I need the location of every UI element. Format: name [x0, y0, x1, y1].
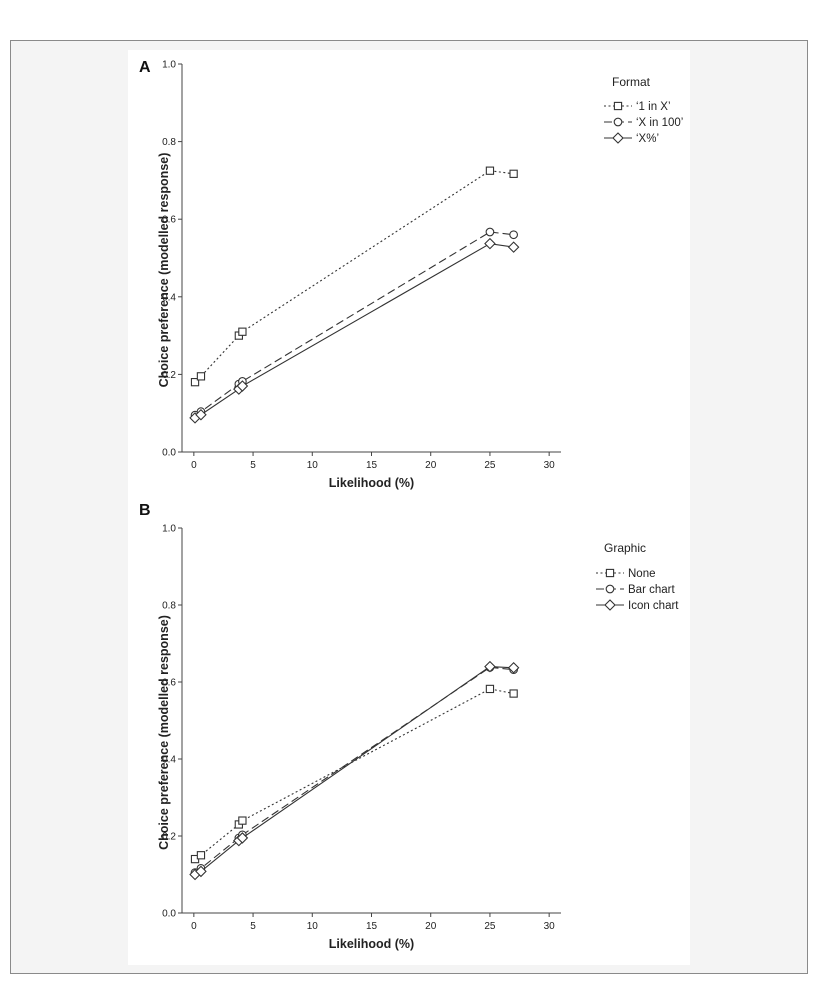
y-tick-label: 0.6 — [162, 678, 176, 689]
y-tick-label: 0.4 — [162, 292, 176, 303]
data-point — [484, 660, 496, 673]
y-tick-label: 0.0 — [162, 448, 176, 459]
data-point — [195, 865, 207, 878]
data-point — [238, 816, 247, 825]
series-line — [194, 170, 514, 383]
y-tick-label: 0.4 — [162, 755, 176, 766]
legend-swatch-marker — [605, 584, 615, 594]
x-tick-label: 10 — [307, 921, 319, 932]
panel-letter: B — [139, 502, 151, 519]
x-tick-label: 5 — [250, 460, 256, 471]
data-point — [485, 227, 495, 237]
x-axis-title: Likelihood (%) — [329, 476, 414, 490]
x-tick-label: 0 — [191, 460, 197, 471]
data-point — [190, 378, 200, 387]
x-tick-label: 0 — [191, 921, 197, 932]
legend-item-label: ‘X%’ — [636, 133, 659, 145]
figure-panel — [128, 50, 690, 965]
data-point — [507, 241, 520, 253]
y-tick-label: 0.8 — [162, 601, 176, 612]
data-point — [236, 832, 249, 844]
data-point — [238, 327, 247, 336]
chart-legend: Format ‘1 in X’ ‘X in 100’ ‘X%’ — [604, 75, 683, 145]
data-point — [509, 689, 518, 698]
data-point — [195, 408, 207, 421]
data-point — [509, 230, 518, 240]
x-tick-label: 20 — [425, 921, 437, 932]
y-tick-label: 0.2 — [162, 370, 176, 381]
legend-title: Format — [612, 75, 651, 89]
y-tick-label: 0.8 — [162, 137, 176, 148]
y-tick-label: 1.0 — [162, 60, 176, 71]
data-point — [485, 166, 495, 175]
x-tick-label: 25 — [484, 460, 496, 471]
y-tick-label: 1.0 — [162, 524, 176, 535]
x-tick-label: 25 — [484, 921, 496, 932]
data-point — [509, 169, 518, 178]
x-tick-label: 20 — [425, 460, 437, 471]
x-tick-label: 10 — [307, 460, 319, 471]
legend-swatch-marker — [612, 132, 624, 144]
x-axis-title: Likelihood (%) — [329, 937, 414, 951]
x-tick-label: 15 — [366, 460, 378, 471]
data-point — [484, 237, 496, 250]
data-point — [507, 661, 520, 674]
y-axis-title: Choice preference (modelled response) — [157, 153, 171, 388]
data-point — [196, 851, 206, 860]
y-axis-title: Choice preference (modelled response) — [157, 615, 171, 850]
x-tick-label: 30 — [544, 921, 556, 932]
data-point — [236, 380, 249, 392]
legend-item-label: ‘1 in X’ — [636, 101, 671, 113]
y-tick-label: 0.6 — [162, 215, 176, 226]
x-tick-label: 30 — [544, 460, 556, 471]
x-tick-label: 15 — [366, 921, 378, 932]
y-tick-label: 0.0 — [162, 909, 176, 920]
legend-swatch-marker — [605, 568, 615, 578]
data-point — [485, 684, 495, 694]
chart-legend: Graphic None Bar chart Icon chart — [596, 541, 679, 612]
x-tick-label: 5 — [250, 921, 256, 932]
legend-swatch-marker — [604, 599, 616, 611]
legend-swatch-marker — [613, 117, 623, 127]
legend-item-label: ‘X in 100’ — [636, 117, 683, 129]
panel-letter: A — [139, 59, 151, 76]
data-point — [196, 372, 206, 381]
y-tick-label: 0.2 — [162, 832, 176, 843]
chart-panel-a: A 0.0 0.2 0.4 0.6 0.8 1.0 0 5 10 15 20 25 30 Likelihoo… — [139, 59, 683, 490]
legend-swatch-marker — [613, 101, 623, 111]
legend-item-label: Icon chart — [628, 600, 679, 612]
legend-title: Graphic — [604, 541, 646, 555]
series-line — [194, 666, 514, 875]
legend-item-label: Bar chart — [628, 584, 675, 596]
chart-panel-b: B 0.0 0.2 0.4 0.6 0.8 1.0 0 5 10 15 20 25 30 Likelihoo… — [139, 502, 679, 951]
legend-item-label: None — [628, 568, 656, 580]
